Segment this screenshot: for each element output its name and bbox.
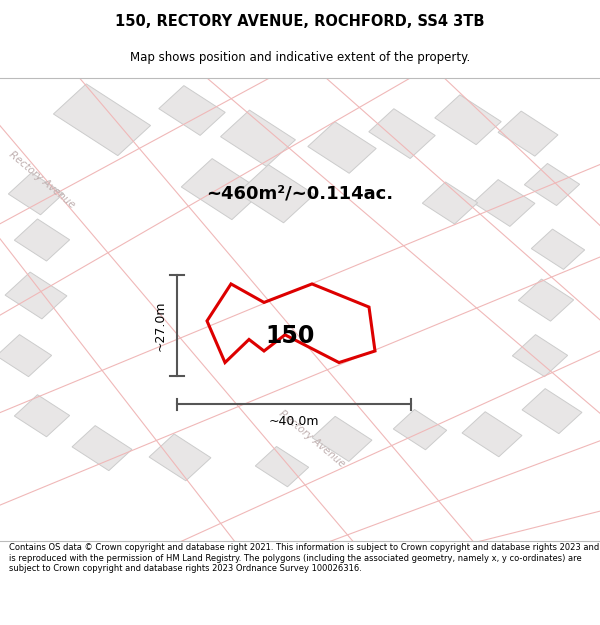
Polygon shape: [221, 110, 295, 166]
Polygon shape: [512, 334, 568, 377]
Polygon shape: [312, 416, 372, 461]
Polygon shape: [72, 426, 132, 471]
Polygon shape: [308, 122, 376, 173]
Text: ~27.0m: ~27.0m: [154, 300, 167, 351]
Polygon shape: [159, 86, 225, 136]
Text: 150, RECTORY AVENUE, ROCHFORD, SS4 3TB: 150, RECTORY AVENUE, ROCHFORD, SS4 3TB: [115, 14, 485, 29]
Polygon shape: [369, 109, 435, 159]
Polygon shape: [5, 272, 67, 319]
Polygon shape: [462, 412, 522, 457]
Text: Map shows position and indicative extent of the property.: Map shows position and indicative extent…: [130, 51, 470, 64]
Polygon shape: [256, 446, 308, 487]
Text: Rectory Avenue: Rectory Avenue: [7, 149, 77, 210]
Polygon shape: [14, 395, 70, 437]
Polygon shape: [238, 165, 314, 222]
Polygon shape: [473, 179, 535, 226]
Polygon shape: [498, 111, 558, 156]
Polygon shape: [524, 164, 580, 206]
Polygon shape: [8, 173, 64, 215]
Text: Rectory Avenue: Rectory Avenue: [277, 409, 347, 469]
Polygon shape: [14, 219, 70, 261]
Polygon shape: [435, 95, 501, 144]
Polygon shape: [181, 159, 263, 219]
Polygon shape: [522, 389, 582, 434]
Polygon shape: [0, 334, 52, 377]
Text: ~40.0m: ~40.0m: [269, 415, 319, 428]
Polygon shape: [518, 279, 574, 321]
Polygon shape: [532, 229, 584, 269]
Polygon shape: [149, 434, 211, 481]
Polygon shape: [53, 84, 151, 156]
Text: 150: 150: [265, 324, 314, 349]
Text: Contains OS data © Crown copyright and database right 2021. This information is : Contains OS data © Crown copyright and d…: [9, 543, 599, 573]
Text: ~460m²/~0.114ac.: ~460m²/~0.114ac.: [206, 185, 394, 202]
Polygon shape: [394, 409, 446, 450]
Polygon shape: [422, 182, 478, 224]
